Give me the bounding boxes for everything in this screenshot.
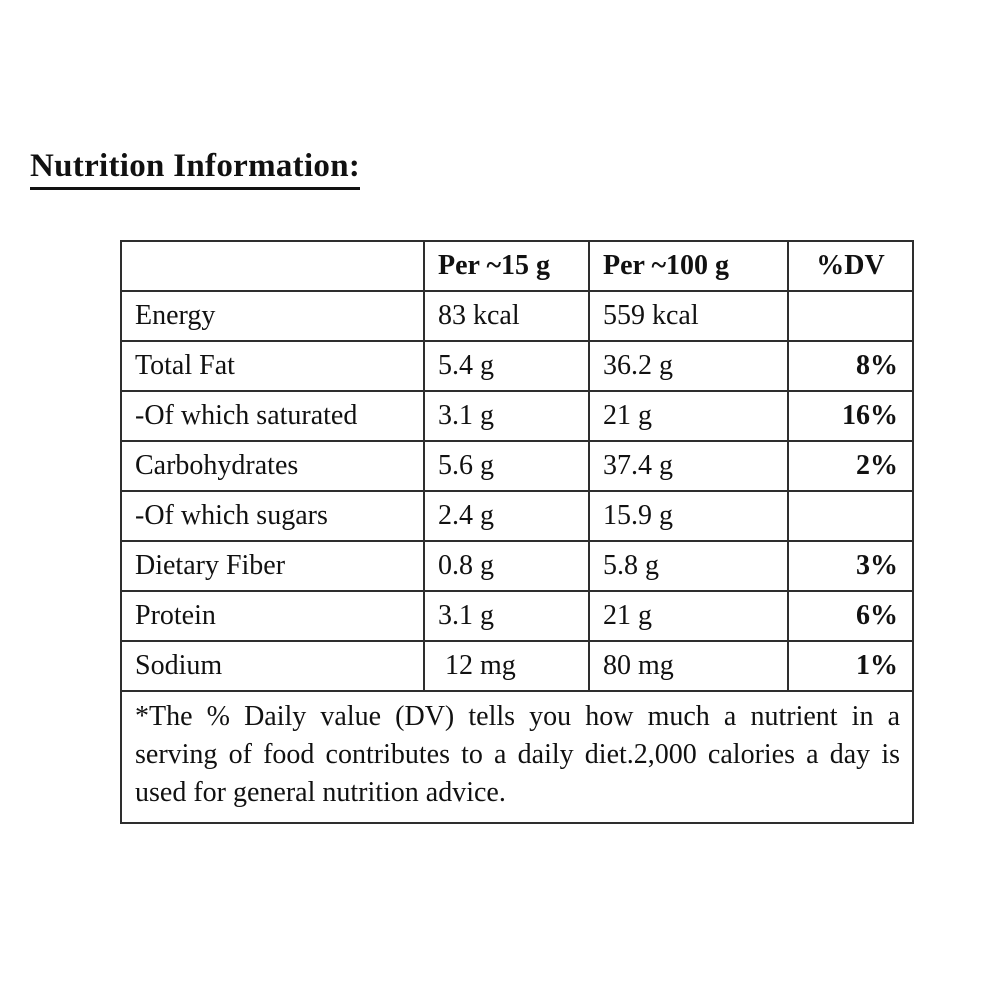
column-header-per-100g: Per ~100 g bbox=[588, 240, 789, 292]
row-label-cell: Dietary Fiber bbox=[120, 540, 425, 592]
row-label-cell: -Of which sugars bbox=[120, 490, 425, 542]
column-header-dv: %DV bbox=[787, 240, 914, 292]
nutrition-table: Per ~15 g Per ~100 g %DV Energy 83 kcal … bbox=[120, 240, 914, 825]
row-label-cell: Protein bbox=[120, 590, 425, 642]
table-row-dietary-fiber: Dietary Fiber 0.8 g 5.8 g 3% bbox=[120, 540, 914, 592]
dv-cell: 2% bbox=[787, 440, 914, 492]
per100-cell: 36.2 g bbox=[588, 340, 789, 392]
row-label-cell: Total Fat bbox=[120, 340, 425, 392]
per15-cell: 2.4 g bbox=[423, 490, 590, 542]
table-row-protein: Protein 3.1 g 21 g 6% bbox=[120, 590, 914, 642]
row-label-cell: Carbohydrates bbox=[120, 440, 425, 492]
dv-cell: 3% bbox=[787, 540, 914, 592]
per100-cell: 21 g bbox=[588, 590, 789, 642]
dv-cell bbox=[787, 290, 914, 342]
row-label-cell: Energy bbox=[120, 290, 425, 342]
per100-cell: 5.8 g bbox=[588, 540, 789, 592]
page-title: Nutrition Information: bbox=[30, 148, 361, 190]
dv-cell: 8% bbox=[787, 340, 914, 392]
row-label-cell: Sodium bbox=[120, 640, 425, 692]
per15-cell: 5.6 g bbox=[423, 440, 590, 492]
dv-cell: 16% bbox=[787, 390, 914, 442]
table-row-sugars: -Of which sugars 2.4 g 15.9 g bbox=[120, 490, 914, 542]
table-row-sodium: Sodium 12 mg 80 mg 1% bbox=[120, 640, 914, 692]
dv-cell: 1% bbox=[787, 640, 914, 692]
row-label-cell: -Of which saturated bbox=[120, 390, 425, 442]
per15-cell: 3.1 g bbox=[423, 390, 590, 442]
table-row-total-fat: Total Fat 5.4 g 36.2 g 8% bbox=[120, 340, 914, 392]
table-row-energy: Energy 83 kcal 559 kcal bbox=[120, 290, 914, 342]
per15-cell: 0.8 g bbox=[423, 540, 590, 592]
daily-value-footnote: *The % Daily value (DV) tells you how mu… bbox=[120, 689, 914, 825]
per100-cell: 21 g bbox=[588, 390, 789, 442]
dv-cell: 6% bbox=[787, 590, 914, 642]
column-header-blank bbox=[120, 240, 425, 292]
table-row-carbohydrates: Carbohydrates 5.6 g 37.4 g 2% bbox=[120, 440, 914, 492]
per15-cell: 12 mg bbox=[423, 640, 590, 692]
per100-cell: 37.4 g bbox=[588, 440, 789, 492]
per100-cell: 80 mg bbox=[588, 640, 789, 692]
column-header-per-15g: Per ~15 g bbox=[423, 240, 590, 292]
per15-cell: 83 kcal bbox=[423, 290, 590, 342]
table-header-row: Per ~15 g Per ~100 g %DV bbox=[120, 240, 914, 292]
per100-cell: 559 kcal bbox=[588, 290, 789, 342]
table-row-saturated-fat: -Of which saturated 3.1 g 21 g 16% bbox=[120, 390, 914, 442]
table-footnote-row: *The % Daily value (DV) tells you how mu… bbox=[120, 689, 914, 825]
per15-cell: 5.4 g bbox=[423, 340, 590, 392]
per15-cell: 3.1 g bbox=[423, 590, 590, 642]
per100-cell: 15.9 g bbox=[588, 490, 789, 542]
dv-cell bbox=[787, 490, 914, 542]
